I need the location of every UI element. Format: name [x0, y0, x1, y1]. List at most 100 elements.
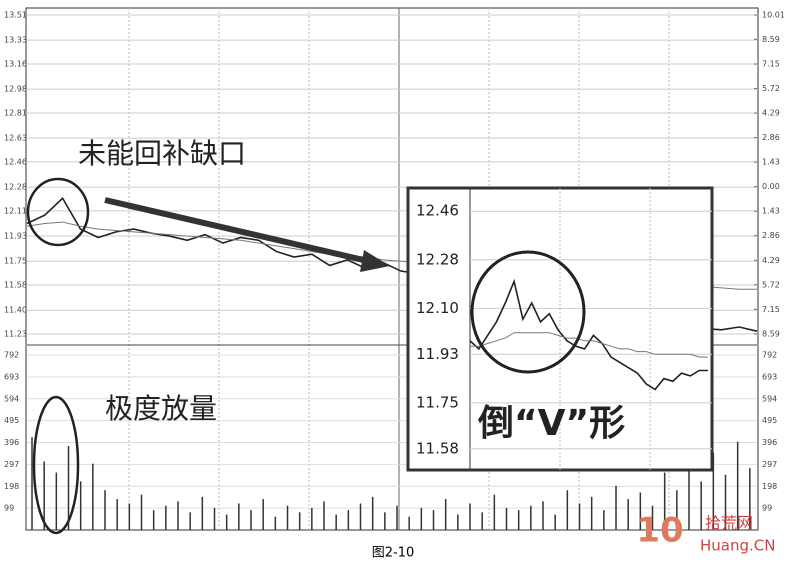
y2-tick-label: 8.59: [762, 35, 780, 44]
line: [470, 332, 708, 358]
y2-tick-label: 1.43: [762, 207, 780, 216]
y-tick-label: 198: [4, 482, 19, 491]
bar: [92, 463, 94, 530]
y2-tick-label: 1.43: [762, 158, 780, 167]
y2-tick-label: 297: [762, 460, 777, 469]
y2-tick-label: 4.29: [762, 109, 780, 118]
y-tick-label: 13.51: [4, 11, 27, 20]
bar: [384, 512, 386, 530]
bar: [554, 514, 556, 530]
bar: [323, 501, 325, 530]
bar: [189, 512, 191, 530]
y2-tick-label: 7.15: [762, 60, 780, 69]
watermark: 10: [636, 511, 683, 551]
bar: [481, 512, 483, 530]
bar: [505, 507, 508, 530]
y-tick-label: 11.58: [4, 281, 27, 290]
y-tick-label: 792: [4, 351, 19, 360]
line: [469, 278, 708, 391]
y-tick-label: 13.33: [4, 36, 27, 45]
inset: 12.46 12.28 12.10 11.93 11.75 11.58 倒“V”形: [406, 186, 714, 472]
bar: [213, 507, 216, 530]
y2-tick-label: 198: [762, 482, 777, 491]
y-tick-label: 12.98: [4, 85, 27, 94]
watermark: Huang.CN: [700, 537, 775, 555]
y-tick-label: 11.75: [4, 257, 27, 266]
y-tick-label: 11.75: [416, 393, 459, 411]
bar: [749, 468, 751, 530]
bar: [347, 510, 350, 530]
y-tick-label: 12.28: [4, 183, 27, 192]
bar: [274, 516, 277, 530]
bar: [603, 510, 605, 530]
y-tick-label: 11.40: [4, 306, 27, 315]
bar: [469, 503, 471, 530]
y2-tick-label: 792: [762, 351, 777, 360]
y2-tick-label: 10.01: [762, 11, 785, 20]
bar: [128, 503, 131, 530]
y-tick-label: 11.23: [4, 330, 27, 339]
caption: 图2-10: [372, 546, 415, 561]
bar: [736, 441, 739, 530]
circle: [470, 250, 586, 374]
circle: [32, 395, 80, 535]
bar: [432, 510, 435, 530]
y2-tick-label: 99: [762, 504, 772, 513]
y-tick-label: 693: [4, 372, 19, 381]
y-tick-label: 99: [4, 504, 14, 513]
bar: [177, 501, 179, 530]
y2-tick-label: 594: [762, 394, 777, 403]
bar: [238, 503, 240, 530]
y-tick-label: 396: [4, 438, 19, 447]
bar: [371, 496, 374, 530]
annotation: 倒“V”形: [477, 403, 625, 444]
bar: [165, 505, 167, 530]
bar: [566, 490, 569, 530]
bar: [396, 505, 398, 530]
y-tick-label: 12.10: [416, 299, 459, 317]
bar: [615, 485, 617, 530]
bar: [517, 510, 520, 530]
bar: [408, 516, 410, 530]
bar: [104, 490, 106, 530]
bar: [140, 494, 143, 530]
bar: [298, 512, 301, 530]
bar: [55, 472, 58, 530]
bar: [651, 505, 654, 530]
bar: [578, 503, 581, 530]
circle: [26, 177, 90, 247]
bar: [67, 446, 70, 530]
annotation: 极度放量: [105, 392, 217, 425]
y-tick-label: 297: [4, 460, 19, 469]
y2-tick-label: 693: [762, 372, 777, 381]
y-tick-label: 12.46: [4, 157, 27, 166]
y2-tick-label: 2.86: [762, 231, 780, 240]
bar: [79, 481, 82, 530]
y-tick-label: 12.28: [416, 250, 459, 268]
y-tick-label: 12.81: [4, 108, 27, 117]
bar: [225, 514, 228, 530]
arrow: [104, 197, 373, 265]
bar: [420, 507, 423, 530]
bar: [724, 474, 727, 530]
y2-tick-label: 0.00: [762, 182, 780, 191]
arrow-head: [360, 250, 390, 272]
bar: [700, 481, 702, 530]
bar: [116, 499, 118, 530]
y-tick-label: 495: [4, 416, 19, 425]
bar: [311, 507, 313, 530]
y-tick-label: 11.93: [416, 345, 459, 363]
bar: [262, 499, 264, 530]
bar: [639, 492, 642, 530]
y-tick-label: 11.93: [4, 232, 27, 241]
y2-tick-label: 8.59: [762, 330, 780, 339]
bar: [712, 452, 715, 530]
y-tick-label: 594: [4, 394, 19, 403]
annotation: 未能回补缺口: [78, 137, 246, 170]
y-tick-label: 12.11: [4, 206, 27, 215]
y2-tick-label: 5.72: [762, 280, 780, 289]
bar: [43, 461, 45, 530]
bar: [542, 501, 544, 530]
y-tick-label: 12.63: [4, 134, 27, 143]
bar: [676, 490, 678, 530]
